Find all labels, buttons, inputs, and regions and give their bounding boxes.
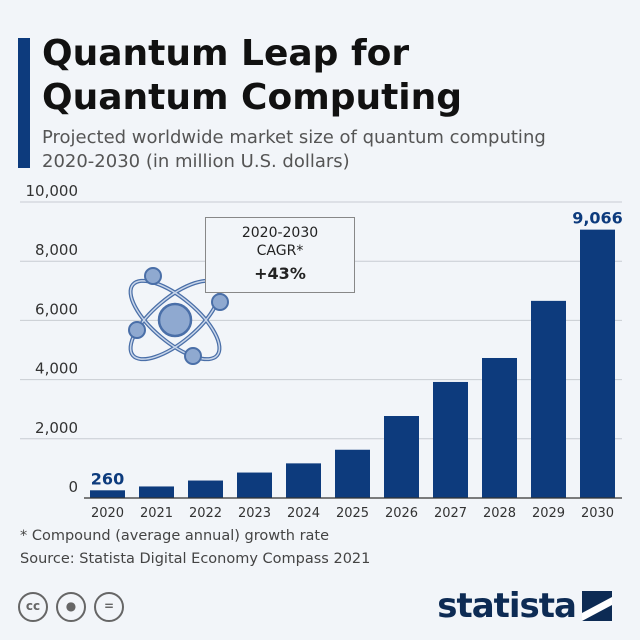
x-tick-label: 2022 [189,506,222,521]
source: Source: Statista Digital Economy Compass… [20,551,371,567]
cc-icon[interactable]: cc [18,592,48,622]
bar-2028 [482,357,517,498]
x-tick-label: 2024 [287,506,320,521]
logo-mark-icon [582,591,612,621]
nd-icon[interactable]: = [94,592,124,622]
x-tick-label: 2025 [336,506,369,521]
statista-logo[interactable]: statista [437,586,612,626]
logo-text: statista [437,586,577,626]
footnote: * Compound (average annual) growth rate [20,528,330,544]
x-tick-label: 2029 [532,506,565,521]
bar-2025 [335,449,370,498]
x-tick-label: 2027 [434,506,467,521]
bar-2027 [433,381,468,498]
chart-title: Quantum Leap for Quantum Computing [42,33,463,118]
bar-2020 [90,490,125,498]
x-tick-label: 2021 [140,506,173,521]
title-accent-bar [18,38,30,168]
data-label: 9,066 [572,209,623,228]
x-tick-label: 2020 [91,506,124,521]
by-icon[interactable]: ● [56,592,86,622]
bar-2023 [237,472,272,498]
x-tick-label: 2026 [385,506,418,521]
data-label: 260 [91,469,124,488]
bar-2030 [580,229,615,498]
y-tick-label: 10,000 [26,182,79,200]
bar-2029 [531,300,566,498]
y-tick-label: 2,000 [35,419,78,437]
cagr-annotation: 2020-2030 CAGR* +43% [205,217,355,293]
y-tick-label: 8,000 [35,241,78,259]
bar-2026 [384,416,419,498]
bar-2021 [139,486,174,498]
x-tick-label: 2023 [238,506,271,521]
chart-subtitle: Projected worldwide market size of quant… [42,127,546,172]
x-tick-label: 2030 [581,506,614,521]
cagr-label: CAGR* [256,243,304,259]
y-tick-label: 0 [68,478,78,496]
y-tick-label: 6,000 [35,300,78,318]
bar-2024 [286,463,321,498]
y-tick-label: 4,000 [35,360,78,378]
x-tick-label: 2028 [483,506,516,521]
bar-2022 [188,480,223,498]
cagr-value: +43% [254,264,306,283]
cagr-period: 2020-2030 [241,225,319,241]
